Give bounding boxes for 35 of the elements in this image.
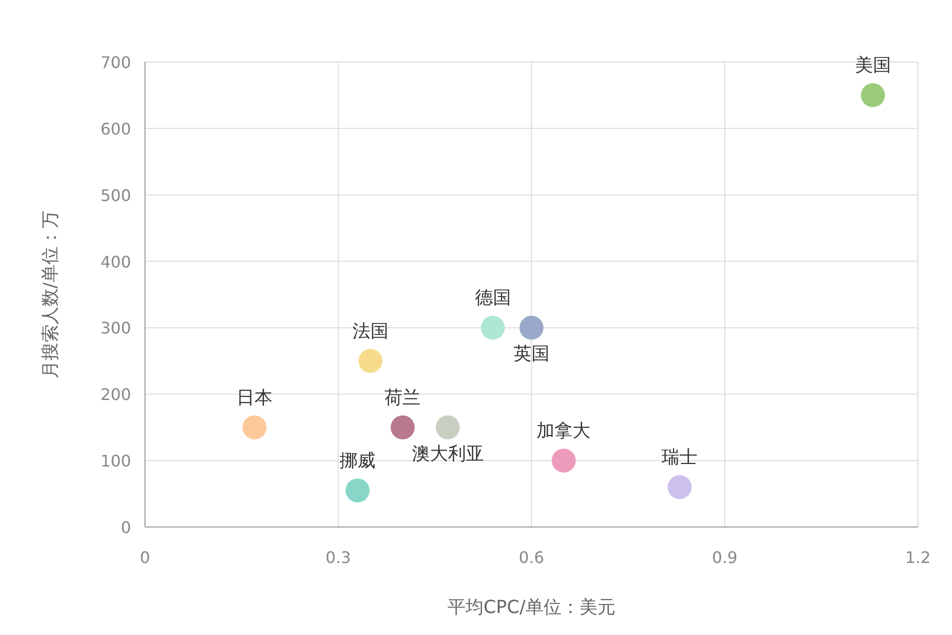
x-tick-label: 1.2 (905, 548, 931, 567)
x-axis-title: 平均CPC/单位：美元 (447, 597, 616, 618)
x-tick-label: 0.9 (712, 548, 738, 567)
point (358, 348, 382, 373)
series-label: 挪威 (340, 450, 376, 472)
series-label: 瑞士 (662, 447, 698, 468)
y-tick-label: 100 (100, 452, 131, 471)
y-axis-title: 月搜索人数/单位：万 (40, 210, 61, 379)
y-tick-label: 200 (100, 385, 131, 404)
x-tick-label: 0 (140, 548, 150, 567)
x-tick-label: 0.3 (326, 548, 351, 567)
point (668, 475, 692, 500)
series-label: 美国 (854, 55, 891, 76)
point (390, 415, 415, 440)
y-tick-label: 300 (100, 318, 131, 338)
y-tick-label: 500 (100, 186, 131, 205)
point (242, 415, 267, 440)
point (480, 316, 505, 340)
series-label: 荷兰 (384, 387, 421, 408)
series-label: 澳大利亚 (412, 443, 484, 464)
x-tick-label: 0.6 (518, 548, 544, 567)
series-label: 法国 (352, 320, 388, 342)
point (346, 478, 370, 502)
point (552, 448, 576, 473)
y-tick-label: 700 (100, 53, 131, 72)
y-tick-label: 400 (100, 252, 131, 272)
series-label: 德国 (474, 288, 511, 309)
point (520, 316, 544, 340)
series-label: 加拿大 (536, 420, 591, 442)
y-tick-label: 600 (100, 119, 131, 138)
series-label: 日本 (236, 387, 273, 408)
point (436, 415, 460, 440)
point (860, 83, 885, 108)
y-tick-label: 0 (120, 518, 131, 537)
series-label: 英国 (514, 344, 550, 365)
